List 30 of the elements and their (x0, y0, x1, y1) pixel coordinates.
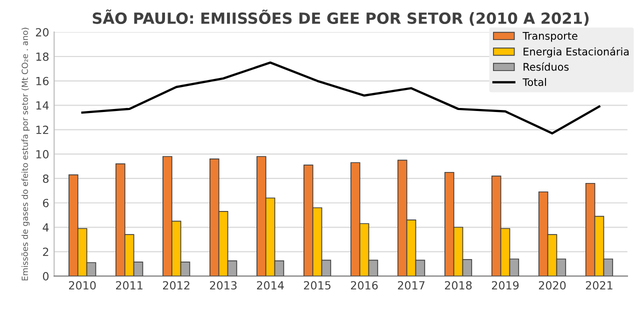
x-tick-label: 2021 (586, 281, 612, 290)
y-tick-label: 20 (36, 28, 49, 36)
y-tick-label: 6 (42, 198, 49, 208)
y-tick-label: 14 (36, 101, 49, 110)
x-tick-label: 2011 (116, 281, 142, 290)
legend-label: Total (522, 78, 546, 86)
x-tick-label: 2014 (256, 281, 284, 290)
y-tick-label: 8 (42, 174, 49, 183)
x-tick-label: 2015 (304, 281, 330, 290)
y-tick-label: 2 (43, 248, 48, 256)
y-tick-label: 12 (36, 126, 48, 134)
x-tick-label: 2017 (398, 281, 424, 290)
y-tick-label: 10 (36, 150, 49, 158)
x-tick-label: 2019 (492, 281, 519, 290)
y-tick-label: 4 (42, 223, 49, 232)
y-tick-label: 0 (42, 272, 49, 280)
x-tick-label: 2020 (538, 281, 566, 290)
y-tick-label: 16 (36, 76, 49, 86)
line-series (81, 61, 600, 134)
x-tick-label: 2012 (163, 281, 190, 290)
x-tick-label: 2013 (210, 281, 237, 290)
y-tick-label: 18 (36, 52, 49, 61)
x-tick-label: 2018 (444, 281, 472, 290)
x-tick-label: 2016 (350, 281, 378, 290)
legend-label: Energia Estacionária (524, 47, 629, 58)
legend-label: Resíduos (524, 62, 569, 71)
y-axis-title: Emissões de gases do efeito estufa por setor (Mt CO₂e . ano) (21, 28, 30, 280)
chart-title: SÃO PAULO: EMIISSÕES DE GEE POR SETOR (2010 A 2021) (92, 9, 589, 26)
legend-label: Transporte (522, 32, 578, 42)
x-tick-label: 2010 (69, 281, 96, 290)
